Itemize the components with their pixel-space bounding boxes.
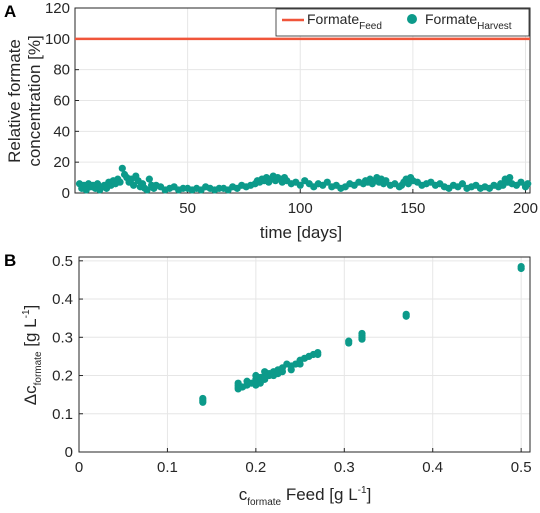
panel-b-plot-frame: [78, 256, 531, 453]
panel-a-ylabel-line-1: Relative formate: [5, 39, 24, 163]
delta-data-point: [314, 348, 322, 357]
panel-a-ytick-label: 80: [53, 62, 70, 79]
panel-a-ytick-label: 40: [53, 123, 70, 140]
panel-b-series: [199, 262, 525, 406]
delta-data-point: [296, 360, 304, 368]
harvest-data-point: [116, 178, 124, 186]
panel-b-ylabel: Δcformate [g L-1]: [21, 305, 44, 406]
panel-b-ticks: 0 0.1 0.2 0.3 0.4 0.5 0 0.1 0.2 0.3 0.4 0.5: [52, 253, 531, 476]
harvest-data-point: [382, 177, 390, 185]
delta-data-point: [345, 337, 353, 345]
panel-a-ytick-label: 100: [45, 31, 70, 48]
panel-a-xlabel: time [days]: [260, 223, 342, 242]
harvest-data-point: [517, 178, 525, 186]
panel-a-xtick-label: 200: [513, 200, 538, 217]
panel-b-xlabel: cformate Feed [g L-1]: [239, 485, 372, 508]
panel-b-grid: [78, 257, 530, 453]
panel-b-ytick-label: 0.1: [52, 406, 73, 423]
legend-feed-label: FormateFeed: [307, 11, 382, 32]
panel-a-ytick-label: 20: [53, 154, 70, 171]
harvest-data-point: [323, 178, 331, 186]
panel-a-ticks: 50 100 150 200 0 20 40 60 80 100 120: [45, 0, 538, 217]
panel-a-xtick-label: 50: [179, 200, 196, 217]
harvest-data-point: [506, 173, 514, 182]
panel-b-ytick-label: 0.4: [52, 291, 73, 308]
panel-a-label: A: [4, 2, 16, 21]
harvest-data-point: [524, 180, 532, 188]
delta-data-point: [199, 394, 207, 403]
legend-box: [275, 8, 530, 37]
delta-data-point: [278, 368, 286, 376]
delta-data-point: [517, 262, 525, 271]
panel-b-xtick-label: 0.3: [334, 459, 355, 476]
legend-harvest-label: FormateHarvest: [425, 11, 512, 32]
legend-harvest-marker-icon: [407, 14, 417, 24]
delta-data-point: [358, 333, 366, 341]
panel-b-ytick-label: 0.5: [52, 253, 73, 270]
panel-a-ylabel-line-2: concentration [%]: [25, 35, 44, 166]
panel-b-xtick-label: 0: [75, 459, 83, 476]
harvest-data-point: [145, 175, 153, 183]
panel-b-xtick-label: 0.2: [245, 459, 266, 476]
panel-b-chart: 0 0.1 0.2 0.3 0.4 0.5 0 0.1 0.2 0.3 0.4 0.5 cformat…: [21, 253, 532, 508]
panel-a-ytick-label: 0: [62, 185, 70, 202]
harvest-data-point: [296, 181, 304, 189]
harvest-data-point: [458, 180, 467, 188]
panel-a-chart: 50 100 150 200 0 20 40 60 80 100 120 time [days] R…: [5, 0, 538, 242]
panel-a-legend: FormateFeed FormateHarvest: [275, 8, 530, 37]
panel-a-xtick-label: 100: [288, 200, 313, 217]
panel-a-ytick-label: 60: [53, 93, 70, 110]
panel-b-xtick-label: 0.5: [511, 459, 532, 476]
harvest-data-point: [143, 186, 151, 194]
panel-b-ytick-label: 0: [65, 444, 73, 461]
harvest-data-point: [118, 164, 126, 172]
panel-b-xtick-label: 0.1: [157, 459, 178, 476]
delta-data-point: [287, 366, 295, 374]
delta-data-point: [402, 310, 410, 318]
panel-b-xtick-label: 0.4: [422, 459, 443, 476]
panel-b-ytick-label: 0.3: [52, 329, 73, 346]
panel-a-xtick-label: 150: [400, 200, 425, 217]
panel-a-ytick-label: 120: [45, 0, 70, 17]
panel-b-ytick-label: 0.2: [52, 368, 73, 385]
panel-b-label: B: [4, 251, 16, 270]
panel-a-series: [75, 37, 532, 194]
harvest-data-point: [129, 181, 138, 189]
